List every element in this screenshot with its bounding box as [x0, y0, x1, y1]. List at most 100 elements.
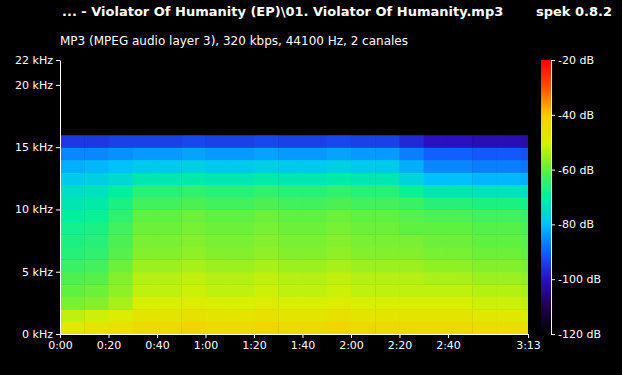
cell — [108, 147, 133, 160]
cell — [181, 222, 206, 235]
cell — [302, 272, 327, 285]
cell — [351, 147, 376, 160]
x-tick-label: 3:13 — [516, 339, 541, 352]
cell — [133, 147, 158, 160]
cell — [254, 272, 279, 285]
cell — [157, 322, 182, 334]
cell — [254, 234, 279, 247]
cell — [108, 234, 133, 247]
cell — [351, 60, 376, 135]
color-tick-mark — [551, 170, 555, 171]
y-tick-label: 5 kHz — [22, 266, 53, 279]
cell — [521, 185, 528, 198]
y-tick: 5 kHz — [22, 266, 60, 279]
cell — [84, 160, 109, 173]
cell — [108, 172, 133, 185]
cell — [254, 284, 279, 297]
cell — [254, 60, 279, 135]
cell — [302, 322, 327, 334]
cell — [230, 247, 255, 260]
y-tick: 15 kHz — [15, 141, 60, 154]
cell — [254, 259, 279, 272]
cell — [399, 60, 424, 135]
cell — [375, 259, 400, 272]
cell — [84, 172, 109, 185]
cell — [521, 60, 528, 135]
x-tick: 1:20 — [242, 334, 267, 352]
cell — [399, 197, 424, 210]
cell — [327, 284, 352, 297]
cell — [327, 209, 352, 222]
cell — [472, 284, 497, 297]
cell — [133, 297, 158, 310]
cell — [472, 209, 497, 222]
cell — [84, 234, 109, 247]
cell — [327, 297, 352, 310]
cell — [84, 147, 109, 160]
cell — [521, 234, 528, 247]
cell — [302, 297, 327, 310]
cell — [254, 160, 279, 173]
cell — [351, 172, 376, 185]
x-tick-label: 2:00 — [339, 339, 364, 352]
cell — [327, 322, 352, 334]
cell — [521, 297, 528, 310]
x-tick-label: 0:40 — [145, 339, 170, 352]
chart: 0:000:200:401:001:201:402:002:202:403:13… — [0, 0, 622, 375]
cell — [181, 247, 206, 260]
cell — [230, 197, 255, 210]
cell — [496, 234, 521, 247]
x-tick-label: 0:20 — [97, 339, 122, 352]
cell — [181, 259, 206, 272]
x-tick-mark — [205, 334, 206, 338]
cell — [205, 197, 230, 210]
cell — [472, 272, 497, 285]
color-tick-label: -20 dB — [558, 54, 594, 67]
cell — [230, 185, 255, 198]
cell — [181, 322, 206, 334]
cell — [424, 259, 449, 272]
cell — [60, 197, 85, 210]
color-tick-label: -40 dB — [558, 109, 594, 122]
cell — [205, 247, 230, 260]
cell — [448, 60, 473, 135]
cell — [157, 234, 182, 247]
subtitle: MP3 (MPEG audio layer 3), 320 kbps, 4410… — [60, 34, 408, 48]
cell — [496, 135, 521, 148]
cell — [302, 160, 327, 173]
cell — [399, 234, 424, 247]
cell — [84, 135, 109, 148]
cell — [521, 160, 528, 173]
cell — [424, 234, 449, 247]
cell — [424, 309, 449, 322]
cell — [448, 197, 473, 210]
cell — [351, 185, 376, 198]
cell — [448, 272, 473, 285]
cell — [205, 297, 230, 310]
cell — [496, 309, 521, 322]
cell — [302, 147, 327, 160]
cell — [60, 209, 85, 222]
x-tick: 1:40 — [291, 334, 316, 352]
cell — [108, 259, 133, 272]
cell — [254, 297, 279, 310]
cell — [399, 309, 424, 322]
cell — [157, 147, 182, 160]
cell — [133, 209, 158, 222]
cell — [84, 222, 109, 235]
cell — [472, 259, 497, 272]
cell — [278, 197, 303, 210]
cell — [157, 272, 182, 285]
cell — [472, 185, 497, 198]
cell — [181, 234, 206, 247]
cell — [302, 60, 327, 135]
cell — [157, 309, 182, 322]
cell — [496, 322, 521, 334]
cell — [399, 272, 424, 285]
cell — [108, 322, 133, 334]
cell — [133, 172, 158, 185]
cell — [302, 234, 327, 247]
cell — [254, 135, 279, 148]
cell — [157, 297, 182, 310]
cell — [157, 209, 182, 222]
